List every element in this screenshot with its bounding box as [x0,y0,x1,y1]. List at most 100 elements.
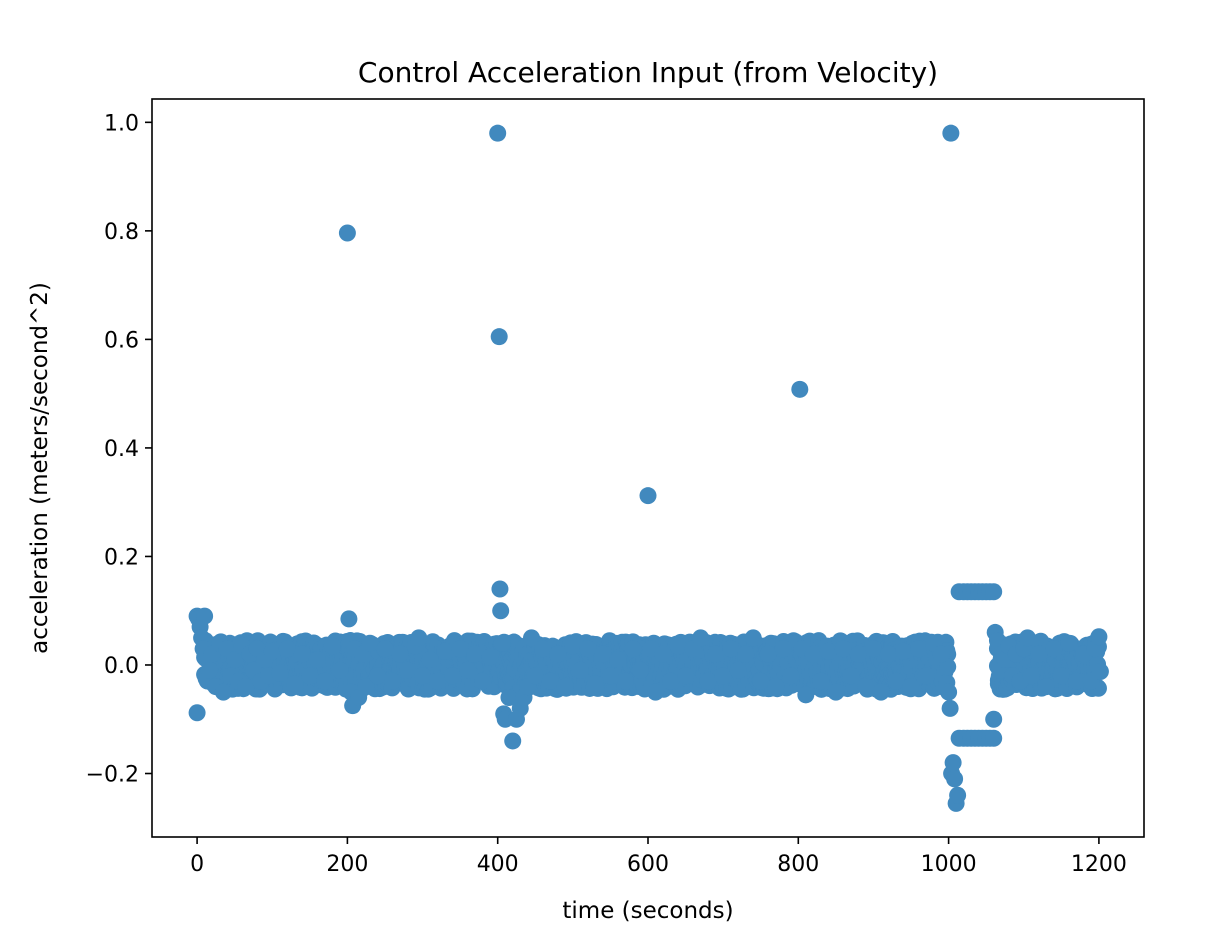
data-point [942,124,960,142]
data-point [459,661,477,679]
data-point [308,651,326,669]
y-tick-label: −0.2 [86,763,139,788]
data-point [410,629,428,647]
data-point [1067,672,1085,690]
data-point [654,645,672,663]
data-point [286,675,304,693]
data-point [541,672,559,690]
data-point [338,224,356,242]
data-point [647,683,665,701]
data-point [237,678,255,696]
data-point [631,661,649,679]
data-point [504,732,522,750]
data-point [368,667,386,685]
data-point [271,664,289,682]
x-axis-ticks: 0 200 400 600 800 1000 1200 [190,837,1127,877]
x-tick-label: 1000 [921,852,977,877]
x-tick-label: 600 [627,852,669,877]
data-point [549,645,567,663]
y-axis-ticks: −0.2 0.0 0.2 0.4 0.6 0.8 1.0 [86,111,152,788]
data-point [481,648,499,666]
data-point [722,640,740,658]
data-point [196,607,214,625]
data-point [677,667,695,685]
data-point [579,640,597,658]
data-point [819,642,837,660]
x-axis-label: time (seconds) [562,898,733,924]
data-point [564,637,582,655]
data-point [492,602,510,620]
data-point [226,651,244,669]
data-point [872,683,890,701]
data-point [744,629,762,647]
y-tick-label: 0.0 [104,654,139,679]
data-point [804,645,822,663]
data-point [662,672,680,690]
data-point [842,667,860,685]
data-point [752,672,770,690]
data-point [357,678,375,696]
y-tick-label: 0.4 [104,437,139,462]
data-point [491,580,509,598]
y-tick-label: 0.2 [104,545,139,570]
data-point [474,672,492,690]
data-point [523,629,541,647]
data-point [834,640,852,658]
data-point [200,661,218,679]
data-point [293,645,311,663]
data-point [376,640,394,658]
data-point [669,637,687,655]
data-point [902,678,920,696]
data-point [421,651,439,669]
data-point [624,640,642,658]
data-point [895,642,913,660]
data-point [188,704,206,722]
data-point [361,634,379,652]
data-point [1091,662,1109,680]
data-point [985,583,1003,601]
data-point [759,645,777,663]
data-point [263,642,281,660]
data-point [1037,678,1055,696]
data-point [879,645,897,663]
data-point [699,672,717,690]
data-point [594,645,612,663]
data-point [278,640,296,658]
data-point [331,661,349,679]
data-point [774,640,792,658]
data-point [414,667,432,685]
data-point [1052,667,1070,685]
data-point [791,380,809,398]
data-point [887,672,905,690]
data-point [985,710,1003,728]
data-point [941,699,959,717]
data-point [340,610,358,628]
data-point [1045,640,1063,658]
x-tick-label: 800 [777,852,819,877]
data-point [940,683,958,701]
data-point [1090,628,1108,646]
data-point [1060,634,1078,652]
data-point [489,124,507,142]
y-tick-label: 0.8 [104,220,139,245]
data-point [399,661,417,679]
data-point [571,661,589,679]
data-point [214,683,232,701]
y-tick-label: 1.0 [104,111,139,136]
data-point [616,672,634,690]
data-point [609,651,627,669]
data-point [910,640,928,658]
data-point [827,683,845,701]
data-point [451,640,469,658]
y-tick-label: 0.6 [104,328,139,353]
data-point [1019,629,1037,647]
x-tick-label: 0 [190,852,204,877]
data-point [301,667,319,685]
x-tick-label: 1200 [1071,852,1127,877]
data-point [500,689,518,707]
data-point [864,640,882,658]
data-point [917,667,935,685]
data-point [767,678,785,696]
